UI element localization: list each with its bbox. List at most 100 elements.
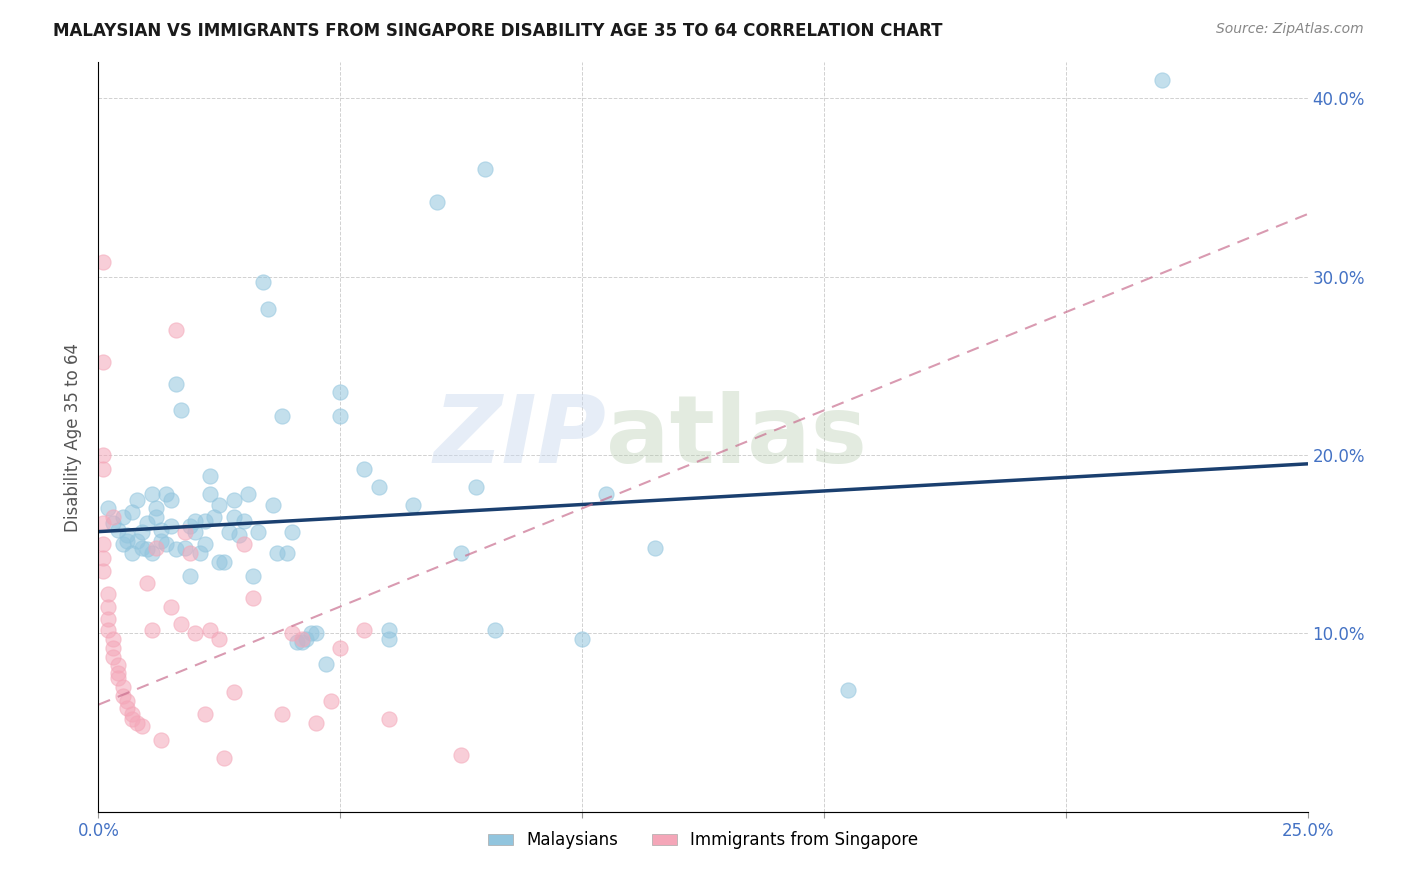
- Point: [131, 541, 153, 555]
- Text: Source: ZipAtlas.com: Source: ZipAtlas.com: [1216, 22, 1364, 37]
- Point: [484, 623, 506, 637]
- Point: [222, 510, 245, 524]
- Point: [276, 546, 298, 560]
- Point: [305, 715, 328, 730]
- Point: [101, 510, 124, 524]
- Point: [262, 498, 284, 512]
- Point: [271, 409, 294, 423]
- Point: [232, 537, 254, 551]
- Point: [117, 694, 139, 708]
- Point: [377, 623, 399, 637]
- Point: [145, 501, 167, 516]
- Point: [91, 255, 114, 269]
- Point: [194, 537, 217, 551]
- Point: [165, 376, 187, 391]
- Point: [101, 632, 124, 646]
- Point: [135, 516, 157, 530]
- Point: [242, 591, 264, 605]
- Point: [194, 706, 217, 721]
- Point: [184, 626, 207, 640]
- Point: [595, 487, 617, 501]
- Point: [150, 533, 173, 548]
- Point: [135, 542, 157, 557]
- Point: [571, 632, 593, 646]
- Point: [179, 546, 201, 560]
- Point: [290, 635, 312, 649]
- Point: [117, 533, 139, 548]
- Point: [91, 462, 114, 476]
- Point: [145, 541, 167, 555]
- Point: [837, 683, 859, 698]
- Point: [198, 469, 221, 483]
- Point: [97, 501, 120, 516]
- Point: [111, 510, 134, 524]
- Point: [256, 301, 278, 316]
- Point: [117, 528, 139, 542]
- Point: [426, 194, 449, 209]
- Point: [111, 689, 134, 703]
- Point: [271, 706, 294, 721]
- Point: [141, 487, 163, 501]
- Legend: Malaysians, Immigrants from Singapore: Malaysians, Immigrants from Singapore: [481, 824, 925, 855]
- Point: [97, 612, 120, 626]
- Point: [121, 505, 143, 519]
- Point: [353, 462, 375, 476]
- Point: [464, 480, 486, 494]
- Point: [107, 671, 129, 685]
- Point: [281, 524, 304, 539]
- Point: [644, 541, 666, 555]
- Point: [131, 719, 153, 733]
- Point: [377, 712, 399, 726]
- Point: [97, 623, 120, 637]
- Point: [402, 498, 425, 512]
- Point: [218, 524, 240, 539]
- Point: [97, 599, 120, 614]
- Point: [121, 712, 143, 726]
- Point: [91, 551, 114, 566]
- Point: [353, 623, 375, 637]
- Point: [295, 632, 318, 646]
- Point: [121, 546, 143, 560]
- Point: [145, 510, 167, 524]
- Point: [155, 487, 177, 501]
- Point: [101, 516, 124, 530]
- Point: [127, 715, 149, 730]
- Point: [184, 524, 207, 539]
- Point: [121, 706, 143, 721]
- Point: [155, 537, 177, 551]
- Text: ZIP: ZIP: [433, 391, 606, 483]
- Point: [450, 747, 472, 762]
- Point: [91, 448, 114, 462]
- Point: [281, 626, 304, 640]
- Point: [131, 524, 153, 539]
- Point: [377, 632, 399, 646]
- Y-axis label: Disability Age 35 to 64: Disability Age 35 to 64: [65, 343, 83, 532]
- Point: [150, 733, 173, 747]
- Point: [117, 701, 139, 715]
- Point: [150, 523, 173, 537]
- Point: [266, 546, 288, 560]
- Point: [222, 492, 245, 507]
- Point: [174, 524, 197, 539]
- Point: [107, 523, 129, 537]
- Point: [194, 514, 217, 528]
- Point: [232, 514, 254, 528]
- Point: [97, 587, 120, 601]
- Point: [169, 403, 191, 417]
- Point: [127, 533, 149, 548]
- Point: [91, 537, 114, 551]
- Point: [319, 694, 342, 708]
- Point: [474, 162, 496, 177]
- Point: [305, 626, 328, 640]
- Text: MALAYSIAN VS IMMIGRANTS FROM SINGAPORE DISABILITY AGE 35 TO 64 CORRELATION CHART: MALAYSIAN VS IMMIGRANTS FROM SINGAPORE D…: [53, 22, 943, 40]
- Point: [135, 576, 157, 591]
- Point: [179, 569, 201, 583]
- Point: [329, 409, 352, 423]
- Point: [127, 492, 149, 507]
- Point: [299, 626, 322, 640]
- Point: [198, 623, 221, 637]
- Text: atlas: atlas: [606, 391, 868, 483]
- Point: [91, 564, 114, 578]
- Point: [368, 480, 391, 494]
- Point: [329, 640, 352, 655]
